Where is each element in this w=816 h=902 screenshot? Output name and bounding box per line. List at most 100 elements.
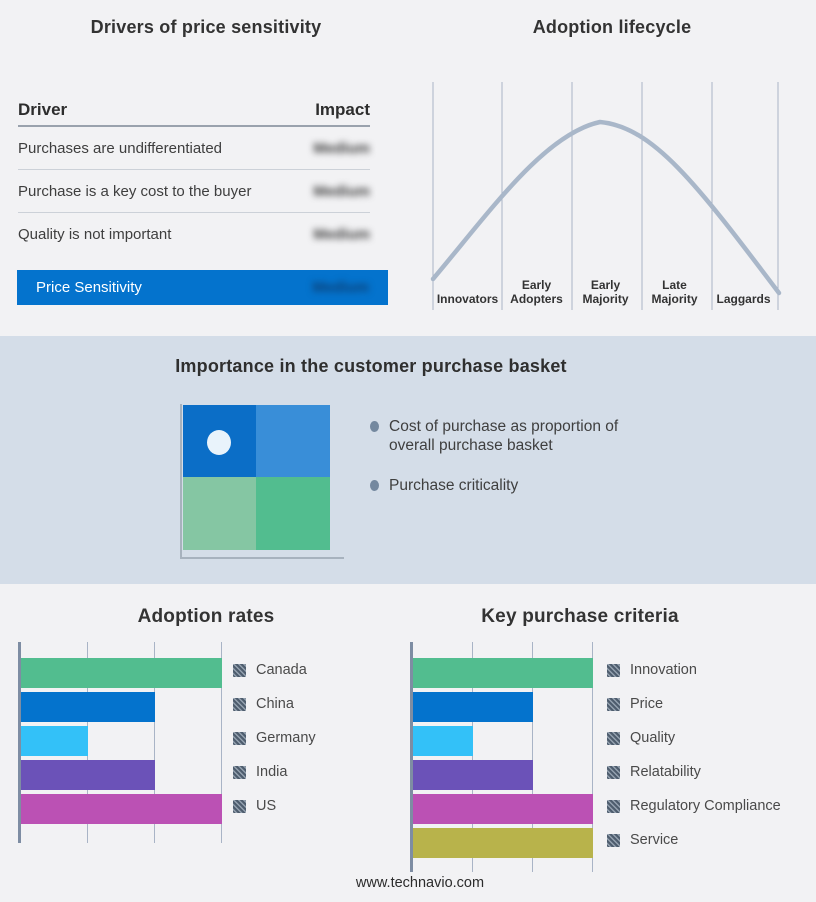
lifecycle-stage-label: Early Adopters xyxy=(510,277,563,306)
legend-item: China xyxy=(233,696,294,712)
adoption-rates-y-axis xyxy=(18,642,21,843)
adoption-rates-plot xyxy=(21,642,222,843)
key-purchase-title: Key purchase criteria xyxy=(481,606,679,627)
driver-label: Quality is not important xyxy=(18,225,172,243)
legend-swatch-icon xyxy=(607,799,620,813)
legend-swatch-icon xyxy=(607,697,620,711)
key-purchase-plot xyxy=(413,642,593,872)
lifecycle-stage-label: Laggards xyxy=(716,291,771,306)
driver-label: Purchases are undifferentiated xyxy=(18,139,223,157)
chart-bar xyxy=(413,760,533,790)
driver-row: Purchases are undifferentiated Medium xyxy=(18,127,370,170)
legend-swatch-icon xyxy=(233,697,246,711)
impact-value: Medium xyxy=(313,182,370,200)
lifecycle-curve-chart xyxy=(430,82,782,310)
legend-swatch-icon xyxy=(607,663,620,677)
chart-gridline xyxy=(154,642,155,843)
lifecycle-stage-label: Early Majority xyxy=(582,277,629,306)
impact-column-header: Impact xyxy=(315,99,370,119)
chart-bar xyxy=(21,726,88,756)
driver-column-header: Driver xyxy=(18,99,68,119)
chart-bar xyxy=(21,658,222,688)
drivers-table: Driver Impact Purchases are undifferenti… xyxy=(18,94,370,255)
legend-label: China xyxy=(256,696,294,712)
purchase-basket-band xyxy=(0,336,816,584)
legend-swatch-icon xyxy=(607,765,620,779)
impact-value: Medium xyxy=(313,225,370,243)
basket-bullets: Cost of purchase as proportion of overal… xyxy=(370,417,622,516)
legend-label: Quality xyxy=(630,730,676,746)
driver-row: Quality is not important Medium xyxy=(18,213,370,255)
legend-item: India xyxy=(233,764,287,780)
bullet-item: Purchase criticality xyxy=(370,476,622,495)
legend-swatch-icon xyxy=(233,765,246,779)
lifecycle-stages: Innovators Early Adopters Early Majority La… xyxy=(433,270,778,306)
impact-value: Medium xyxy=(313,139,370,157)
bullet-dot xyxy=(370,480,379,491)
legend-swatch-icon xyxy=(607,731,620,745)
driver-label: Purchase is a key cost to the buyer xyxy=(18,182,252,200)
basket-panel-title: Importance in the customer purchase bask… xyxy=(175,356,567,376)
chart-gridline xyxy=(592,642,593,872)
legend-swatch-icon xyxy=(233,731,246,745)
website-url: www.technavio.com xyxy=(355,875,485,891)
legend-swatch-icon xyxy=(233,799,246,813)
price-sensitivity-impact: Medium xyxy=(312,279,369,296)
quadrant-cell-bottom-right xyxy=(256,477,330,550)
legend-label: Canada xyxy=(256,662,307,678)
legend-item: Canada xyxy=(233,662,307,678)
bell-curve xyxy=(430,119,782,296)
legend-label: Relatability xyxy=(630,764,701,780)
quadrant-marker-dot xyxy=(207,430,231,455)
bullet-item: Cost of purchase as proportion of overal… xyxy=(370,417,622,455)
driver-row: Purchase is a key cost to the buyer Mediu… xyxy=(18,170,370,213)
legend-label: Service xyxy=(630,832,679,848)
legend-swatch-icon xyxy=(233,663,246,677)
adoption-rates-legend: Canada China Germany India US xyxy=(233,642,408,847)
chart-bar xyxy=(21,760,155,790)
legend-item: Service xyxy=(607,832,678,848)
quadrant-chart xyxy=(183,405,330,550)
lifecycle-stage-label: Late Majority xyxy=(651,277,698,306)
legend-label: Germany xyxy=(256,730,316,746)
chart-bar xyxy=(413,794,593,824)
adoption-rates-title: Adoption rates xyxy=(137,606,275,627)
lifecycle-panel-title: Adoption lifecycle xyxy=(532,17,692,37)
legend-label: Price xyxy=(630,696,664,712)
legend-item: Quality xyxy=(607,730,675,746)
chart-bar xyxy=(21,692,155,722)
chart-gridline xyxy=(472,642,473,872)
key-purchase-legend: Innovation Price Quality Relatability Regula… xyxy=(607,642,816,872)
bullet-text: Purchase criticality xyxy=(389,477,519,494)
drivers-panel-title: Drivers of price sensitivity xyxy=(90,17,322,37)
chart-bar xyxy=(21,794,222,824)
legend-item: Regulatory Compliance xyxy=(607,798,781,814)
chart-bar xyxy=(413,828,593,858)
bullet-text: Cost of purchase as proportion of overal… xyxy=(389,418,619,454)
legend-item: US xyxy=(233,798,276,814)
key-purchase-y-axis xyxy=(410,642,413,872)
chart-gridline xyxy=(532,642,533,872)
legend-label: US xyxy=(256,798,277,814)
legend-item: Germany xyxy=(233,730,316,746)
quadrant-axes xyxy=(180,404,344,559)
drivers-table-header: Driver Impact xyxy=(18,94,370,127)
legend-item: Innovation xyxy=(607,662,697,678)
price-sensitivity-bar: Price Sensitivity Medium xyxy=(17,270,388,305)
chart-bar xyxy=(413,658,593,688)
legend-label: India xyxy=(256,764,288,780)
chart-bar xyxy=(413,692,533,722)
quadrant-cell-bottom-left xyxy=(183,477,256,550)
legend-label: Regulatory Compliance xyxy=(630,798,781,814)
price-sensitivity-label: Price Sensitivity xyxy=(36,279,142,296)
legend-swatch-icon xyxy=(607,833,620,847)
legend-item: Price xyxy=(607,696,663,712)
legend-item: Relatability xyxy=(607,764,701,780)
legend-label: Innovation xyxy=(630,662,697,678)
lifecycle-stage-label: Innovators xyxy=(436,291,499,306)
bullet-dot xyxy=(370,421,379,432)
chart-bar xyxy=(413,726,473,756)
quadrant-cell-top-right xyxy=(256,405,330,477)
drivers-rows: Purchases are undifferentiated Medium Purc… xyxy=(18,127,370,255)
